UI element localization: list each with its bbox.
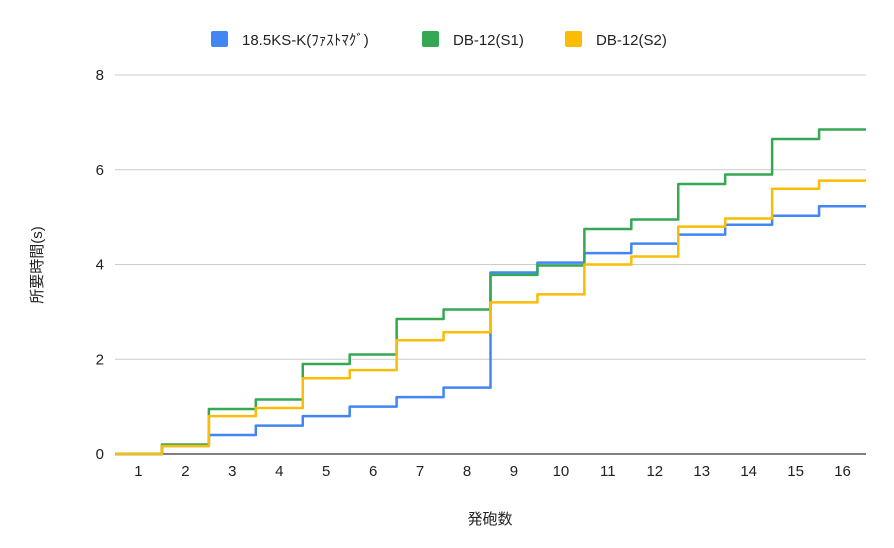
x-tick-label: 11 bbox=[600, 463, 616, 480]
series-line bbox=[115, 179, 866, 456]
y-tick-label: 6 bbox=[96, 162, 104, 179]
x-tick-label: 16 bbox=[834, 463, 851, 480]
legend-swatch bbox=[565, 31, 582, 47]
x-tick-label: 5 bbox=[322, 463, 330, 480]
legend-label: DB-12(S1) bbox=[453, 32, 524, 49]
x-tick-labels: 1 2 3 4 5 6 7 8 9 10 11 12 13 14 15 16 bbox=[134, 463, 851, 480]
series-lines bbox=[115, 128, 866, 456]
x-tick-label: 12 bbox=[646, 463, 663, 480]
y-axis-label: 所要時間(s) bbox=[29, 226, 46, 304]
y-tick-label: 0 bbox=[96, 446, 104, 463]
x-tick-label: 1 bbox=[134, 463, 142, 480]
y-tick-labels: 0 2 4 6 8 bbox=[96, 67, 104, 463]
series-line bbox=[115, 128, 866, 456]
gridlines bbox=[115, 74, 866, 455]
x-tick-label: 15 bbox=[787, 463, 804, 480]
legend-swatch bbox=[422, 31, 439, 47]
x-axis-label: 発砲数 bbox=[467, 511, 512, 528]
legend-label: DB-12(S2) bbox=[596, 32, 667, 49]
x-tick-label: 8 bbox=[463, 463, 471, 480]
legend-swatch bbox=[211, 31, 228, 47]
x-tick-label: 14 bbox=[740, 463, 757, 480]
x-tick-label: 10 bbox=[553, 463, 570, 480]
x-tick-label: 3 bbox=[228, 463, 236, 480]
legend: 18.5KS-K(ﾌｧｽﾄﾏｸﾞ) DB-12(S1) DB-12(S2) bbox=[211, 31, 667, 49]
y-tick-label: 4 bbox=[96, 257, 104, 274]
x-tick-label: 13 bbox=[693, 463, 710, 480]
y-tick-label: 2 bbox=[96, 351, 104, 368]
x-tick-label: 2 bbox=[181, 463, 189, 480]
x-tick-label: 6 bbox=[369, 463, 377, 480]
legend-label: 18.5KS-K(ﾌｧｽﾄﾏｸﾞ) bbox=[242, 32, 369, 49]
x-tick-label: 4 bbox=[275, 463, 283, 480]
y-tick-label: 8 bbox=[96, 67, 104, 84]
x-tick-label: 7 bbox=[416, 463, 424, 480]
x-tick-label: 9 bbox=[510, 463, 518, 480]
